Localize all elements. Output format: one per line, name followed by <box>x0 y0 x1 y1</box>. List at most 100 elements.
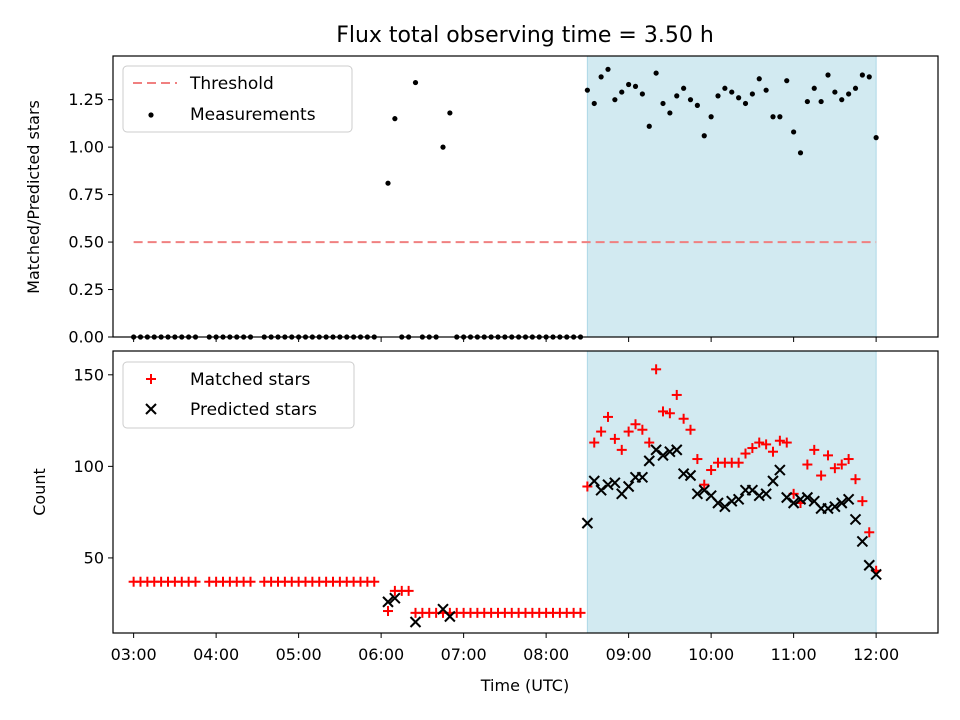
predicted-stars-point <box>801 491 814 504</box>
measurement-point <box>818 98 824 105</box>
measurement-point <box>866 74 872 80</box>
measurement-point <box>797 150 804 156</box>
predicted-stars-point <box>684 469 697 482</box>
predicted-stars-point <box>602 478 614 491</box>
measurement-point <box>653 70 659 76</box>
measurement-point <box>832 89 838 95</box>
predicted-stars-point <box>382 596 394 608</box>
predicted-stars-point <box>842 493 855 506</box>
counts-panel: 50 100 150 03:00 04:00 05:00 06:00 07:00 08:00 0… <box>30 350 939 695</box>
counts-ytick-label: 50 <box>84 548 104 567</box>
matched-stars-point <box>658 406 668 417</box>
matched-stars-point <box>630 419 641 430</box>
measurement-point <box>825 72 831 78</box>
predicted-legend-label: Predicted stars <box>190 400 317 420</box>
matched-stars-point <box>706 465 717 476</box>
measurements-legend-marker <box>148 112 154 118</box>
measurement-point <box>708 114 714 120</box>
measurement-point <box>784 78 790 84</box>
matched-stars-point <box>754 437 765 448</box>
measurement-point <box>839 97 845 103</box>
measurement-point <box>749 91 755 97</box>
predicted-stars-point <box>856 535 869 548</box>
counts-ytick-label: 100 <box>73 457 104 476</box>
matched-legend-marker <box>146 374 156 384</box>
measurement-point <box>852 85 859 91</box>
matched-stars-point <box>733 457 744 468</box>
predicted-stars-point <box>849 513 862 526</box>
predicted-stars-point <box>677 467 690 480</box>
matched-stars-point <box>383 606 393 617</box>
counts-axes-frame <box>112 350 939 634</box>
measurement-point <box>811 85 817 91</box>
matched-stars-point <box>664 408 675 419</box>
matched-stars-point <box>596 426 607 437</box>
xtick-label: 12:00 <box>853 645 899 664</box>
matched-stars-point <box>836 459 847 470</box>
counts-ytick-label: 150 <box>73 365 104 384</box>
measurement-point <box>591 100 597 107</box>
measurement-point <box>440 144 446 150</box>
predicted-stars-point <box>774 464 786 476</box>
xtick-label: 11:00 <box>771 645 817 664</box>
predicted-stars-point <box>609 477 621 489</box>
matched-stars-point <box>644 437 655 448</box>
xtick-label: 10:00 <box>688 645 734 664</box>
matched-stars-point <box>651 364 662 375</box>
matched-stars-point <box>781 437 792 448</box>
matched-stars-point <box>403 585 414 596</box>
measurement-point <box>447 110 453 116</box>
matched-stars-point <box>685 424 696 435</box>
measurement-point <box>763 87 769 93</box>
matched-stars-point <box>761 439 772 450</box>
predicted-stars-point <box>732 493 745 506</box>
matched-stars-point <box>829 463 840 474</box>
measurement-point <box>626 81 632 88</box>
matched-stars-point <box>857 496 868 507</box>
measurement-point <box>605 66 611 72</box>
matched-stars-point <box>699 479 710 490</box>
predicted-stars-point <box>787 497 800 509</box>
predicted-stars-point <box>444 610 456 623</box>
matched-stars-point <box>692 454 703 465</box>
predicted-stars-point <box>588 475 600 487</box>
measurement-point <box>701 133 707 139</box>
predicted-stars-point <box>712 497 724 509</box>
measurement-point <box>687 97 694 103</box>
measurement-point <box>681 85 687 91</box>
matched-stars-point <box>809 444 820 455</box>
predicted-stars-point <box>829 500 841 513</box>
measurement-point <box>791 129 797 135</box>
matched-stars-point <box>589 437 600 448</box>
matched-stars-point <box>245 576 256 587</box>
counts-legend-box <box>122 361 355 429</box>
matched-stars-point <box>747 443 758 454</box>
matched-stars-point <box>609 433 620 444</box>
ratio-ytick-label: 1.25 <box>68 90 104 109</box>
matched-stars-point <box>816 470 827 481</box>
matched-stars-point <box>850 474 861 485</box>
measurement-point <box>639 91 645 97</box>
predicted-stars-point <box>643 455 655 467</box>
matched-stars-point <box>774 435 785 446</box>
ratio-ytick-label: 0.75 <box>68 185 104 204</box>
predicted-stars-point <box>389 592 401 604</box>
xtick-label: 03:00 <box>111 645 157 664</box>
ratio-shaded-region <box>586 55 877 338</box>
measurement-point <box>804 98 810 105</box>
ratio-panel: 0.00 0.25 0.50 0.75 1.00 1.25 Matched/Predict… <box>24 55 939 347</box>
measurement-point <box>584 87 590 93</box>
matched-stars-point <box>678 413 689 424</box>
measurement-point <box>715 93 721 99</box>
measurement-point <box>667 110 673 116</box>
ratio-ytick-label: 1.00 <box>68 138 104 157</box>
xtick-label: 05:00 <box>276 645 322 664</box>
predicted-stars-point <box>794 493 807 506</box>
ratio-ytick-label: 0.25 <box>68 280 104 299</box>
ratio-ytick-label: 0.00 <box>68 328 104 347</box>
xlabel: Time (UTC) <box>480 676 569 695</box>
ratio-axes-frame <box>112 55 939 338</box>
predicted-stars-point <box>409 616 422 628</box>
measurement-point <box>859 72 865 78</box>
measurement-point <box>694 102 700 108</box>
